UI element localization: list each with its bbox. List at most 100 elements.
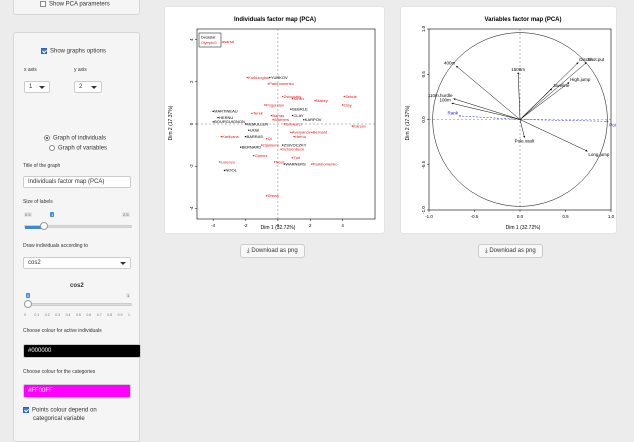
- ind-point: [264, 104, 266, 106]
- cos2-ticks: 0 0.1 0.2 0.3 0.4 0.5 0.6 0.7 0.8 0.9 1: [24, 310, 132, 320]
- var-x-tick-label: 1.0: [608, 214, 615, 219]
- sidebar: Show PCA parameters Show graphs options …: [0, 0, 150, 442]
- ind-point-label: NOOL: [226, 168, 238, 173]
- cos2-tick-label: 0.9: [117, 313, 123, 317]
- ind-point-label: Schwarzl: [285, 121, 301, 126]
- radio-graph-individuals[interactable]: Graph of individuals: [44, 135, 106, 142]
- ind-point-label: Nool: [276, 159, 284, 164]
- var-arrow: [519, 119, 526, 138]
- ind-point: [248, 129, 250, 132]
- var-ylabel: Dim 2 (17.37%): [405, 105, 411, 140]
- ind-point: [290, 108, 292, 110]
- ind-y-tick-label: 2: [189, 80, 194, 83]
- y-axis-label: y axis: [74, 67, 87, 73]
- individuals-factor-map: Individuals factor map (PCA) Dim 1 (32.7…: [168, 17, 376, 231]
- cos2-tick-label: 0.8: [107, 313, 113, 317]
- points-colour-checkbox[interactable]: Points colour depend on: [23, 407, 97, 414]
- show-graph-options-checkbox[interactable]: Show graphs options: [41, 48, 106, 55]
- size-min-label: 0.5: [24, 212, 32, 217]
- ind-point-label: SEBRLE: [292, 107, 308, 112]
- var-arrow: [517, 72, 521, 120]
- var-arrow-label: Points: [609, 122, 616, 127]
- cos2-slider-handle[interactable]: [24, 300, 32, 308]
- ind-point: [272, 119, 274, 121]
- draw-individuals-select[interactable]: cos2: [23, 257, 131, 269]
- active-colour-picker[interactable]: #000000: [23, 344, 141, 358]
- cos2-tick-label: 0.5: [76, 313, 81, 317]
- chevron-down-icon: [39, 86, 45, 89]
- y-axis-select[interactable]: 2: [74, 81, 102, 93]
- ind-point: [212, 110, 214, 113]
- var-arrow-label: Long.jump: [588, 152, 610, 157]
- cos2-tick-label: 0.1: [34, 313, 40, 317]
- cos2-slider-track[interactable]: [24, 303, 132, 306]
- ind-point: [291, 157, 294, 159]
- checkbox-checked-icon: [41, 48, 47, 54]
- ind-y-tick-label: -2: [189, 164, 194, 168]
- size-labels-slider[interactable]: 0.5 1 2.5: [24, 212, 132, 222]
- download-icon: ⤓: [485, 248, 488, 254]
- ind-point: [223, 169, 226, 172]
- ind-point-label: Lorenzo: [221, 159, 236, 164]
- var-arrow: [456, 65, 521, 120]
- var-arrow: [519, 119, 609, 123]
- ind-point-label: WARNERS: [285, 161, 306, 166]
- var-arrow: [519, 82, 570, 120]
- ind-point-label: Zsivoczky: [284, 94, 302, 99]
- ind-y-tick-label: 0: [189, 122, 194, 125]
- size-slider-fill: [25, 226, 45, 229]
- ind-xlabel: Dim 1 (32.72%): [261, 225, 296, 231]
- ind-point-label: BOURGUIGNON: [214, 119, 245, 124]
- download-individuals-button[interactable]: ⤓ Download as png: [240, 244, 305, 258]
- var-arrow-label: 1500m: [511, 67, 525, 72]
- ind-point-label: Clay: [344, 102, 352, 107]
- var-y-tick-label: 1.0: [421, 25, 426, 32]
- ind-point: [265, 195, 268, 197]
- variables-plot-card: Variables factor map (PCA) Dim 1 (32.72%…: [400, 6, 623, 234]
- category-colour-label: Choose colour for the categories: [23, 369, 96, 375]
- ind-point-label: Averyanov: [292, 130, 311, 135]
- var-arrow-label: High.jump: [570, 77, 591, 82]
- ind-point: [267, 83, 269, 85]
- ind-point-label: McMULLEN: [247, 121, 269, 126]
- size-slider-track[interactable]: [24, 225, 132, 229]
- ind-point-label: Macey: [316, 98, 328, 103]
- var-xlabel: Dim 1 (32.72%): [506, 225, 541, 231]
- cos2-current-label: 0: [26, 293, 31, 298]
- cos2-tick-label: 1: [128, 313, 130, 317]
- cos2-slider-labels: 0 1: [24, 293, 132, 301]
- ind-point-label: Qi: [268, 136, 272, 141]
- ind-point: [280, 148, 282, 151]
- ind-point-label: Karpov: [353, 123, 366, 128]
- var-y-tick-label: 0.0: [421, 116, 426, 123]
- size-current-label: 1: [50, 212, 55, 217]
- ind-point-label: CLAY: [293, 113, 303, 118]
- x-axis-select[interactable]: 1: [24, 81, 50, 93]
- ind-point-label: Gomez: [255, 153, 268, 158]
- ind-point: [343, 95, 345, 98]
- cos2-tick-label: 0.4: [65, 313, 71, 317]
- radio-icon: [49, 145, 55, 151]
- category-colour-picker[interactable]: #FF00FF: [23, 384, 131, 398]
- var-arrow-label: Shot.put: [587, 57, 605, 62]
- ind-point-label: Barras: [272, 113, 284, 118]
- active-colour-label: Choose colour for active individuals: [23, 328, 102, 334]
- radio-graph-variables[interactable]: Graph of variables: [49, 145, 107, 152]
- var-arrow-label: 110m.hurdle: [428, 93, 453, 98]
- ind-point-label: BARRAS: [247, 134, 264, 139]
- ind-point: [244, 135, 247, 138]
- ind-point: [291, 114, 294, 117]
- ind-point: [273, 161, 276, 163]
- title-input[interactable]: Individuals factor map (PCA): [23, 176, 131, 188]
- download-icon: ⤓: [247, 248, 250, 254]
- ind-axes: -4 -2 0 2 4 -4 -2 0 2 4: [189, 29, 375, 228]
- cos2-tick-label: 0.6: [86, 313, 92, 317]
- ind-point-label: BERNARD: [242, 145, 262, 150]
- var-x-tick-label: -1.0: [425, 214, 433, 219]
- chevron-down-icon: [91, 86, 97, 89]
- size-slider-handle[interactable]: [40, 222, 48, 230]
- show-pca-params-checkbox[interactable]: Show PCA parameters: [40, 1, 110, 8]
- download-variables-button[interactable]: ⤓ Download as png: [478, 244, 543, 258]
- ind-point-label: Smith: [293, 96, 303, 101]
